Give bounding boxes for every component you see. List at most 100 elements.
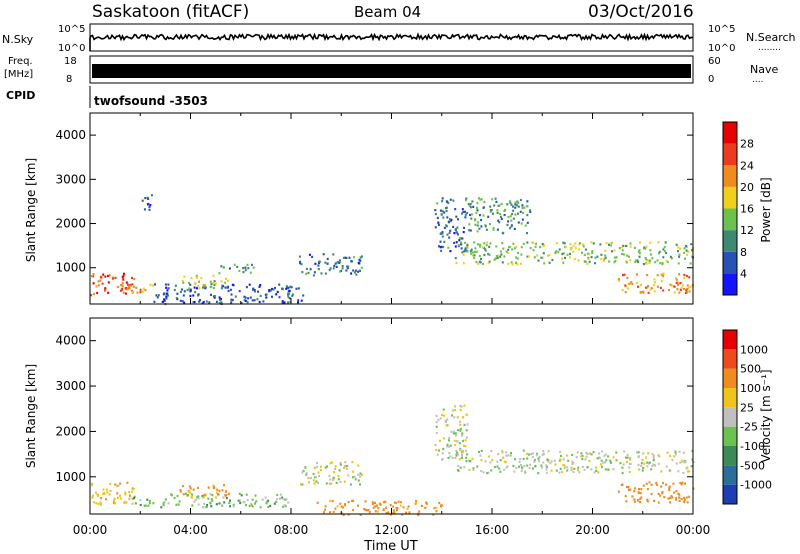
velocity-cell-589 [641,458,644,462]
power-cell-877 [621,289,624,292]
velocity-cell-636 [456,469,459,472]
velocity-colorbar-frame [722,329,738,505]
power-cell-252 [222,265,225,269]
power-cell-880 [647,291,650,294]
velocity-cell-308 [363,507,366,511]
velocity-cell-435 [457,428,459,432]
power-cell-213 [288,297,291,300]
velocity-cell-559 [555,469,558,472]
velocity-cell-434 [442,408,445,411]
velocity-cell-653 [527,453,530,456]
velocity-cell-171 [216,493,219,496]
power-cell-548 [515,256,518,259]
power-cell-520 [613,261,616,264]
velocity-cell-631 [598,456,601,459]
velocity-cell-624 [648,461,651,464]
velocity-cell-274 [324,508,327,511]
power-cell-261 [247,267,250,270]
power-cell-614 [501,261,504,264]
velocity-cell-324 [372,506,375,509]
velocity-colorbar-tick-2: 100 [740,382,761,395]
power-cell-693 [483,242,486,245]
power-cell-572 [505,250,508,253]
power-cell-445 [582,243,585,246]
power-cell-414 [454,208,457,211]
power-cell-209 [193,300,196,304]
velocity-cell-155 [238,499,241,502]
power-cell-812 [674,277,677,280]
station-title: Saskatoon (fitACF) [92,2,249,22]
velocity-cell-122 [152,502,155,505]
velocity-cell-187 [189,487,192,490]
velocity-cell-40 [106,491,109,494]
power-cell-128 [281,288,284,291]
power-colorbar-swatch-2 [723,230,737,252]
power-cell-484 [644,256,647,260]
velocity-cell-390 [464,449,467,452]
velocity-cell-72 [176,494,179,498]
power-cell-108 [256,298,259,301]
power-cell-784 [516,201,519,204]
power-cell-408 [443,211,446,214]
velocity-cell-259 [314,476,317,479]
power-cell-539 [678,253,681,256]
power-cell-830 [683,277,686,280]
velocity-cell-32 [132,488,135,491]
velocity-cell-772 [638,488,640,491]
power-cell-118 [249,296,252,299]
velocity-cell-261 [415,500,417,503]
freq-panel: Freq. [MHz] 18 8 60 0 Nave .... [4,55,778,85]
power-colorbar-tick-2: 12 [740,224,754,237]
velocity-cell-742 [675,490,678,493]
power-cell-643 [683,247,686,250]
power-colorbar-tick-5: 24 [740,159,754,172]
power-cell-234 [198,287,201,290]
power-cell-741 [489,210,492,213]
velocity-cell-207 [352,476,354,479]
power-cell-802 [508,200,511,203]
power-cell-103 [268,290,271,293]
velocity-cell-335 [357,504,359,507]
velocity-cell-138 [186,494,189,497]
power-colorbar-tick-1: 8 [740,246,747,259]
velocity-cell-349 [435,431,438,435]
power-cell-30 [121,276,124,279]
velocity-cell-358 [466,436,468,439]
power-cell-868 [640,283,642,287]
power-cell-221 [181,280,184,283]
power-cell-324 [298,255,301,258]
power-cell-806 [500,217,503,220]
power-cell-196 [243,299,246,302]
velocity-cell-668 [545,468,548,471]
power-cell-842 [653,290,656,293]
power-cell-570 [500,253,503,256]
power-cell-175 [218,302,221,305]
power-cell-188 [219,299,222,302]
velocity-cell-205 [337,474,340,477]
velocity-cell-255 [343,466,346,469]
velocity-cell-264 [392,505,395,508]
velocity-cell-548 [566,466,569,469]
power-cell-863 [685,274,688,278]
velocity-cell-581 [531,455,534,459]
power-cell-427 [449,198,452,201]
velocity-cell-297 [368,511,371,514]
x-tick-label-2: 08:00 [274,523,309,537]
power-cell-811 [625,285,628,288]
power-cell-454 [658,250,661,253]
power-cell-745 [476,224,479,227]
power-cell-644 [541,256,544,259]
velocity-cell-111 [246,498,249,502]
power-cell-157 [165,295,168,298]
power-cell-344 [144,197,147,200]
power-cell-673 [610,244,613,247]
power-cell-58 [142,287,145,290]
power-cell-243 [188,287,191,290]
velocity-cell-536 [652,454,655,457]
power-cell-195 [198,300,201,303]
velocity-cell-578 [502,456,505,459]
power-cell-515 [531,241,534,244]
velocity-cell-103 [218,502,221,505]
velocity-cell-262 [424,506,427,509]
